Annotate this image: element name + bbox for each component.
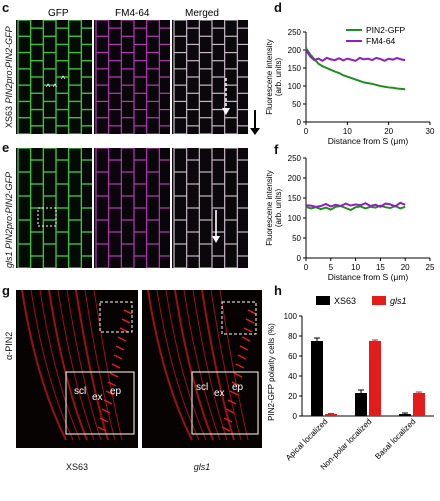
y-tick-label: 50 [292,234,301,243]
chart-d: 0 50 100 150 200 250 0 10 20 30 Distance from S (μ… [265,25,435,146]
y-axis-label: (arb. units) [274,58,283,97]
x-tick-label: 30 [426,127,435,136]
annotation-ex: ex [214,388,225,399]
y-tick-label: 0 [293,412,298,421]
bar-gls1 [369,341,381,416]
micrograph-e-merged [172,148,248,268]
micrograph-c-fm4-64 [94,20,170,134]
zoom-box [191,371,259,435]
annotation-scl: scl [196,382,208,393]
bar-xs63 [355,393,367,416]
chart-f: 0 50 100 150 200 250 0 5 10 15 20 25 Distance from S… [265,154,435,282]
x-tick-label: 0 [304,263,309,272]
y-tick-label: 20 [288,392,297,401]
annotation-ep: ep [110,386,122,397]
legend-label: FM4-64 [366,36,396,46]
series-line-fm4-64 [305,49,406,62]
y-tick-label: 0 [297,254,302,263]
y-tick-label: 100 [288,82,302,91]
series-line-pin2-gfp [305,47,406,91]
y-tick-label: 100 [284,312,298,321]
bar-xs63 [399,414,411,416]
y-tick-label: 100 [288,214,302,223]
micrograph-e-gfp [16,148,92,268]
x-tick-label: 10 [343,127,352,136]
annotation-scl: scl [74,386,86,397]
legend-label: PIN2-GFP [366,25,406,35]
legend-label: XS63 [334,296,356,306]
side-label-g: α-PIN2 [4,331,14,360]
y-axis-label: Fluorescene intensity [265,170,274,246]
micrograph-g-xs63: scl ex ep [16,290,138,448]
bar-gls1 [413,393,425,416]
y-tick-label: 80 [288,332,297,341]
x-axis-label: Distance from S (μm) [328,136,409,146]
y-tick-label: 40 [288,372,297,381]
column-label-gfp: GFP [48,8,69,19]
panel-label-e: e [2,140,10,155]
y-axis-label: (arb. units) [274,189,283,228]
legend-label: gls1 [390,296,407,306]
chart-h: 0 20 40 60 80 100 PIN2-GFP polarity cells (%) A… [267,296,434,472]
caption-gls1: gls1 [193,462,211,472]
y-tick-label: 200 [288,46,302,55]
legend-swatch [372,296,386,305]
annotation-ex: ex [92,392,103,403]
x-tick-label: 25 [426,263,435,272]
x-tick-label: Basal localized [373,417,417,461]
micrograph-c-gfp: ^ ^ ^ [16,20,92,134]
micrograph-e-fm4-64 [94,148,170,268]
y-tick-label: 50 [292,100,301,109]
x-tick-label: 5 [329,263,334,272]
bar-gls1 [325,414,337,416]
x-tick-label: 20 [401,263,410,272]
x-tick-label: 0 [304,127,309,136]
svg-text:^: ^ [61,74,66,84]
column-label-merged: Merged [185,8,219,19]
panel-label-d: d [274,0,282,15]
panel-label-g: g [2,283,10,298]
caption-xs63: XS63 [65,462,89,472]
x-tick-label: 15 [376,263,385,272]
annotation-ep: ep [232,382,244,393]
side-label-e: gls1 PIN2pro:PIN2-GFP [4,171,14,268]
micrograph-g-gls1: scl ex ep [142,290,262,448]
y-tick-label: 250 [288,28,302,37]
micrograph-c-merged [172,20,248,134]
x-tick-label: 10 [351,263,360,272]
series-line-pin2-gfp [305,204,406,212]
panel-label-c: c [2,0,10,15]
dashed-box [37,207,57,227]
column-label-fm4-64: FM4-64 [115,8,150,19]
y-tick-label: 150 [288,194,302,203]
series-line-fm4-64 [305,201,406,208]
panel-label-h: h [274,283,282,298]
y-tick-label: 250 [288,154,302,163]
dashed-box [99,301,133,333]
dashed-box [221,301,257,335]
y-tick-label: 150 [288,64,302,73]
x-tick-label: 20 [384,127,393,136]
side-label-c: XS63 PIN2pro:PIN2-GFP [4,26,14,128]
panel-label-f: f [274,142,279,157]
y-axis-label: Fluorescene intensity [265,39,274,115]
zoom-box [65,371,135,435]
scale-arrow-c [254,110,256,132]
legend-swatch [316,296,330,305]
y-tick-label: 60 [288,352,297,361]
x-axis-label: Distance from S (μm) [328,272,409,282]
arrowhead-marks: ^ ^ [46,82,58,92]
y-axis-label: PIN2-GFP polarity cells (%) [267,323,276,421]
y-tick-label: 200 [288,174,302,183]
bar-xs63 [311,341,323,416]
y-tick-label: 0 [297,118,302,127]
x-tick-label: Apical localized [284,417,329,462]
